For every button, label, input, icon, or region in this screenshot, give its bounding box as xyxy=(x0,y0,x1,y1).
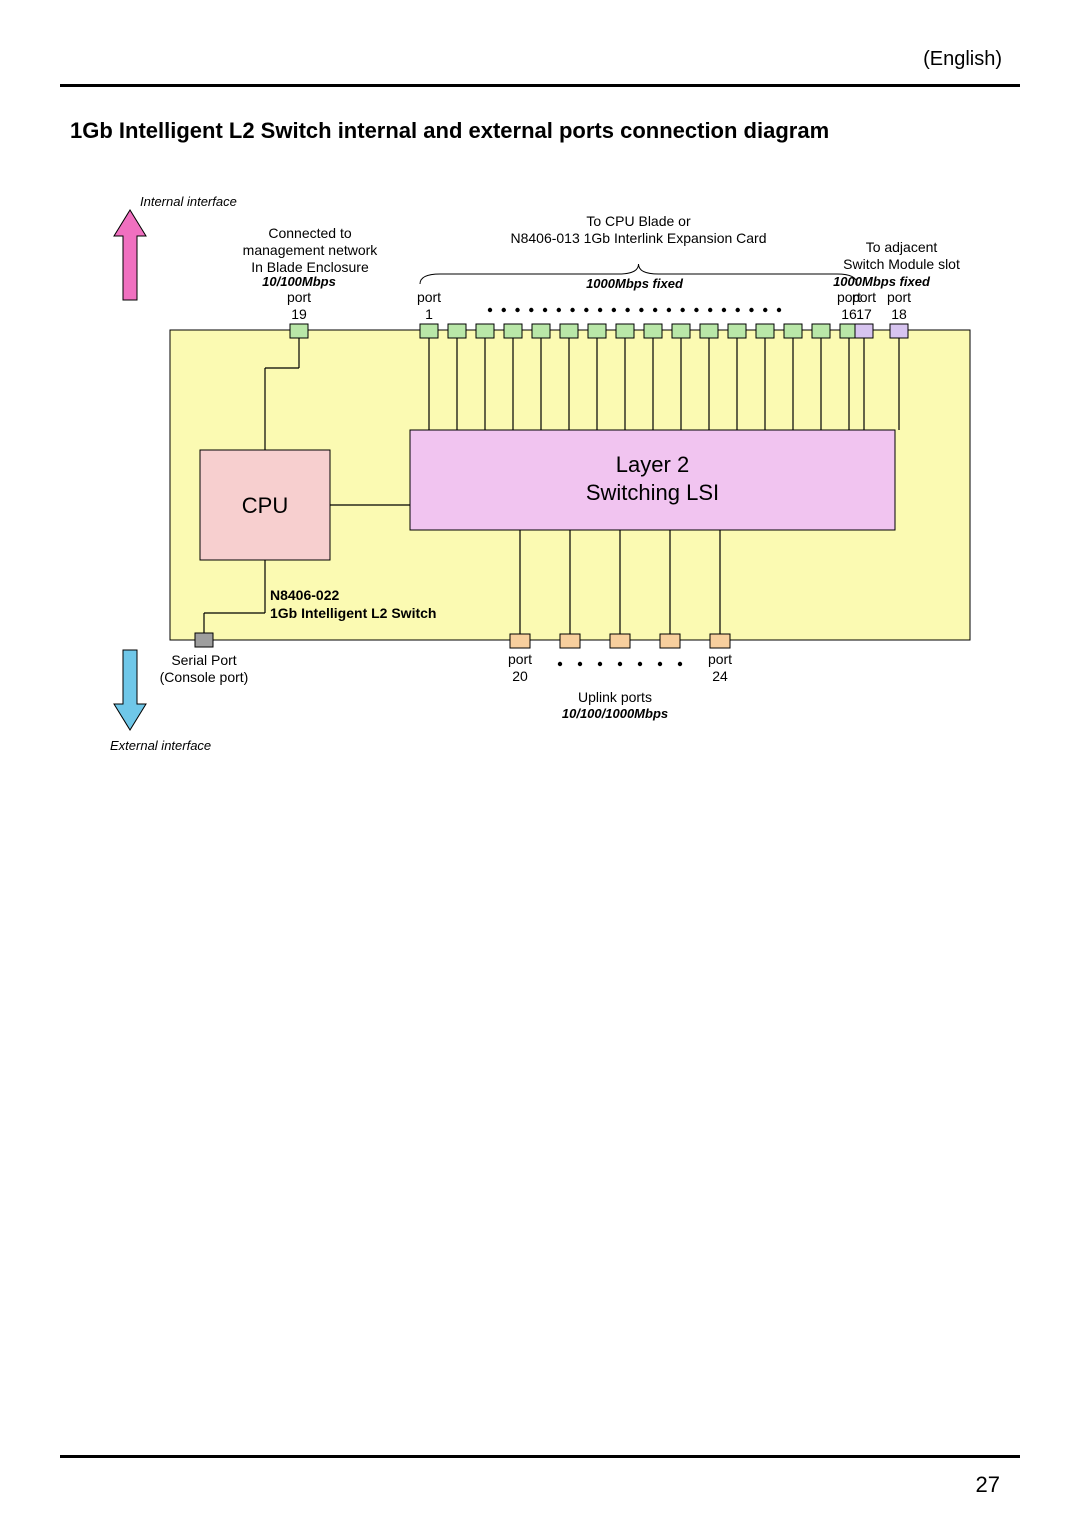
uplink-port xyxy=(560,634,580,648)
svg-text:10/100/1000Mbps: 10/100/1000Mbps xyxy=(562,706,668,721)
svg-text:Serial Port: Serial Port xyxy=(171,652,236,668)
svg-text:port: port xyxy=(508,651,532,667)
top-port xyxy=(812,324,830,338)
page-title: 1Gb Intelligent L2 Switch internal and e… xyxy=(70,118,1010,144)
uplink-port xyxy=(660,634,680,648)
page-number: 27 xyxy=(976,1472,1000,1498)
top-port xyxy=(728,324,746,338)
svg-text:To adjacent: To adjacent xyxy=(866,239,938,255)
top-port xyxy=(672,324,690,338)
svg-text:20: 20 xyxy=(512,668,528,684)
svg-text:24: 24 xyxy=(712,668,728,684)
uplink-port xyxy=(510,634,530,648)
svg-text:1Gb Intelligent L2 Switch: 1Gb Intelligent L2 Switch xyxy=(270,605,436,621)
svg-text:Internal interface: Internal interface xyxy=(140,194,237,209)
svg-text:N8406-013 1Gb Interlink Expans: N8406-013 1Gb Interlink Expansion Card xyxy=(510,230,766,246)
svg-text:port: port xyxy=(887,289,911,305)
arrow-down-icon xyxy=(114,650,146,730)
top-port xyxy=(504,324,522,338)
svg-text:1000Mbps fixed: 1000Mbps fixed xyxy=(586,276,684,291)
svg-text:Connected to: Connected to xyxy=(268,225,351,241)
header-rule xyxy=(60,84,1020,87)
svg-text:1: 1 xyxy=(425,306,433,322)
svg-text:Switch Module slot: Switch Module slot xyxy=(843,256,960,272)
svg-text:Switching LSI: Switching LSI xyxy=(586,480,719,505)
svg-text:management network: management network xyxy=(243,242,379,258)
svg-text:18: 18 xyxy=(891,306,907,322)
top-port xyxy=(644,324,662,338)
top-port xyxy=(532,324,550,338)
top-port xyxy=(448,324,466,338)
top-port xyxy=(588,324,606,338)
top-port xyxy=(616,324,634,338)
svg-text:1000Mbps fixed: 1000Mbps fixed xyxy=(833,274,931,289)
svg-text:CPU: CPU xyxy=(242,493,288,518)
diagram: CPULayer 2Switching LSI19port10/100Mbps1… xyxy=(70,190,1010,770)
svg-text:External interface: External interface xyxy=(110,738,211,753)
port-19 xyxy=(290,324,308,338)
port-18 xyxy=(890,324,908,338)
svg-text:19: 19 xyxy=(291,306,307,322)
svg-text:Uplink ports: Uplink ports xyxy=(578,689,652,705)
svg-text:N8406-022: N8406-022 xyxy=(270,587,339,603)
top-port xyxy=(756,324,774,338)
svg-text:In Blade Enclosure: In Blade Enclosure xyxy=(251,259,369,275)
svg-text:Layer 2: Layer 2 xyxy=(616,452,689,477)
svg-text:10/100Mbps: 10/100Mbps xyxy=(262,274,336,289)
svg-text:16: 16 xyxy=(841,306,857,322)
port-17 xyxy=(855,324,873,338)
svg-text:port: port xyxy=(708,651,732,667)
serial-port xyxy=(195,633,213,647)
top-port xyxy=(784,324,802,338)
footer-rule xyxy=(60,1455,1020,1458)
svg-text:port: port xyxy=(852,289,876,305)
uplink-port xyxy=(610,634,630,648)
svg-text:port: port xyxy=(287,289,311,305)
svg-text:17: 17 xyxy=(856,306,872,322)
arrow-up-icon xyxy=(114,210,146,300)
top-port xyxy=(476,324,494,338)
top-port xyxy=(420,324,438,338)
top-port xyxy=(700,324,718,338)
svg-text:To CPU Blade or: To CPU Blade or xyxy=(586,213,691,229)
language-label: (English) xyxy=(923,48,1002,71)
uplink-port xyxy=(710,634,730,648)
top-port xyxy=(560,324,578,338)
svg-text:port: port xyxy=(417,289,441,305)
svg-text:(Console port): (Console port) xyxy=(160,669,249,685)
